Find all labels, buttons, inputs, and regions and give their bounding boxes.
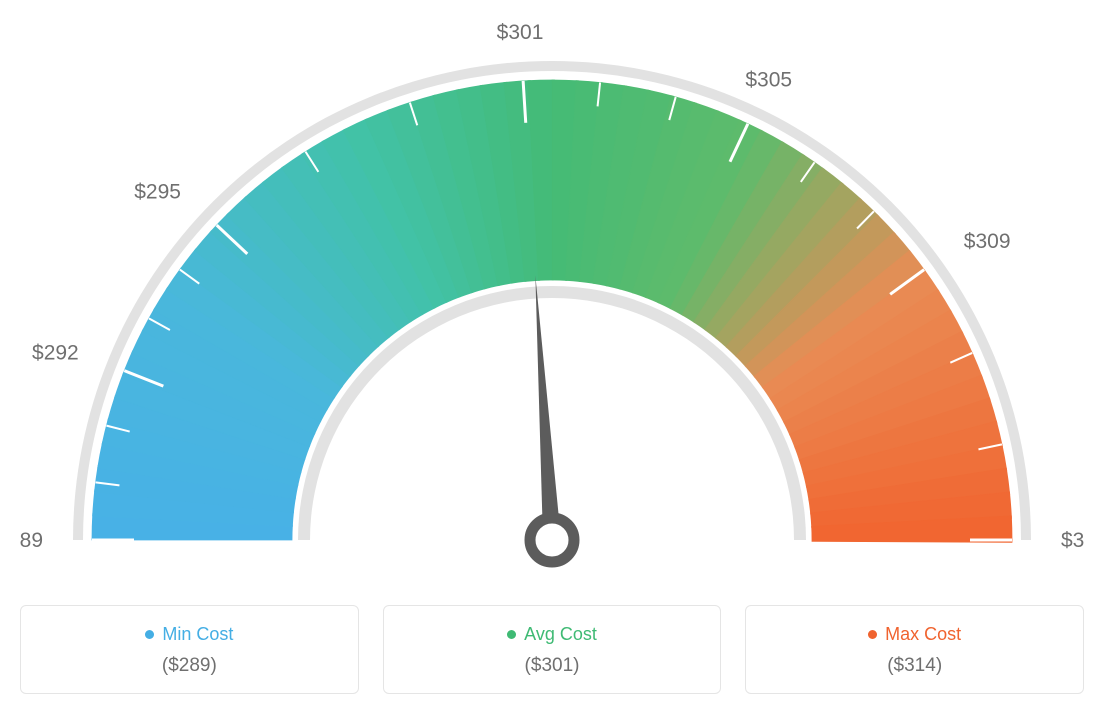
tick-label: $292 (32, 342, 79, 365)
tick-label: $301 (497, 21, 544, 44)
legend-label: Min Cost (145, 624, 233, 645)
gauge-needle-base (530, 518, 574, 562)
tick-label: $305 (745, 68, 792, 91)
tick-label: $295 (134, 181, 181, 204)
legend-card-avg: Avg Cost ($301) (383, 605, 722, 694)
legend-label: Avg Cost (507, 624, 597, 645)
legend-row: Min Cost ($289) Avg Cost ($301) Max Cost ($31… (20, 605, 1084, 694)
legend-value: ($301) (396, 655, 709, 677)
legend-value: ($314) (758, 655, 1071, 677)
tick-label: $289 (20, 529, 43, 552)
legend-label: Max Cost (868, 624, 961, 645)
legend-card-max: Max Cost ($314) (745, 605, 1084, 694)
gauge-needle (535, 276, 561, 541)
gauge-svg: $289 $292 $295 $301 $305 $309 $314 (20, 20, 1084, 580)
tick-label: $314 (1061, 529, 1084, 552)
tick-label: $309 (964, 230, 1011, 253)
cost-gauge-chart: $289 $292 $295 $301 $305 $309 $314 (20, 20, 1084, 585)
legend-value: ($289) (33, 655, 346, 677)
legend-card-min: Min Cost ($289) (20, 605, 359, 694)
